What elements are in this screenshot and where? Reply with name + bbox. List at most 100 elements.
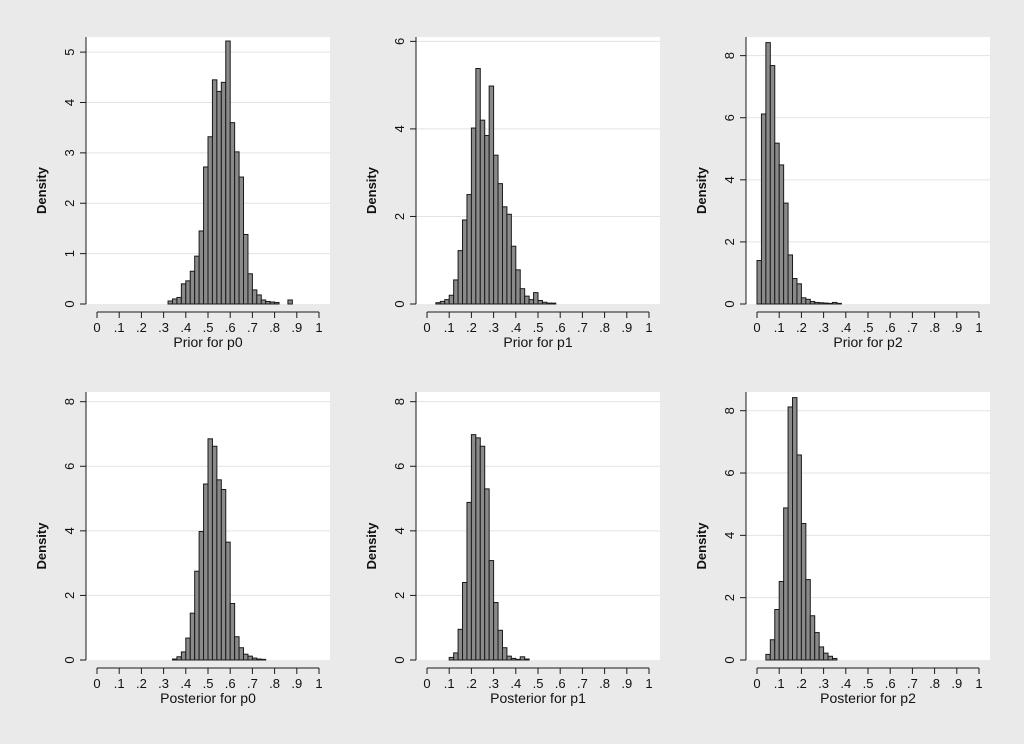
x-tick-label: .8 (929, 676, 940, 691)
x-axis-title: Prior for p2 (833, 334, 902, 350)
histogram-bar (247, 273, 253, 305)
histogram-bar (243, 653, 249, 661)
histogram-bar (251, 657, 258, 661)
x-tick-label: 0 (753, 676, 760, 691)
histogram-bar (488, 560, 495, 661)
x-tick-label: .7 (907, 320, 918, 335)
histogram-bar (823, 302, 829, 305)
histogram-bar (176, 296, 182, 305)
histogram-bar (524, 295, 530, 305)
y-tick-label: 4 (392, 125, 407, 132)
x-tick-label: .4 (510, 320, 521, 335)
histogram-bar (778, 580, 785, 661)
y-tick-label: 6 (392, 38, 407, 45)
x-tick-label: .3 (488, 320, 499, 335)
histogram-bar (220, 489, 227, 661)
plot-area (416, 392, 660, 660)
x-tick-label: .2 (136, 676, 147, 691)
x-tick-label: .3 (488, 676, 499, 691)
histogram-bar (809, 301, 816, 305)
histogram-bar (475, 437, 481, 661)
histogram-bar (457, 250, 464, 305)
y-tick-label: 4 (392, 527, 407, 534)
histogram-bar (533, 292, 539, 305)
histogram-bar (774, 142, 780, 305)
x-tick-label: .5 (203, 676, 214, 691)
histogram-bar (760, 113, 767, 305)
histogram-bar (546, 302, 552, 305)
histogram-bar (176, 656, 182, 661)
x-tick-label: .7 (577, 320, 588, 335)
histogram-bar (550, 302, 557, 305)
x-tick-label: .9 (951, 320, 962, 335)
histogram-bar (818, 646, 825, 661)
x-tick-label: .8 (599, 320, 610, 335)
x-tick-label: .1 (114, 676, 125, 691)
x-tick-label: 0 (423, 320, 430, 335)
histogram-bar (814, 301, 820, 305)
histogram-bar (778, 164, 785, 305)
x-tick-label: .1 (444, 676, 455, 691)
histogram-bar (229, 122, 236, 305)
histogram-bar (466, 501, 472, 661)
y-tick-label: 8 (62, 398, 77, 405)
histogram-bar (831, 301, 838, 305)
plot-area (416, 37, 660, 304)
x-tick-label: .5 (203, 320, 214, 335)
histogram-bar (537, 299, 543, 305)
y-tick-label: 2 (722, 594, 737, 601)
y-tick-label: 6 (722, 114, 737, 121)
x-tick-label: 0 (93, 676, 100, 691)
histogram-bar (225, 40, 231, 305)
y-tick-label: 2 (392, 592, 407, 599)
y-axis-title: Density (694, 166, 709, 214)
histogram-bar (818, 302, 825, 305)
histogram-bar (765, 653, 771, 661)
y-tick-label: 0 (722, 300, 737, 307)
histogram-bar (435, 302, 441, 305)
histogram-bar (238, 647, 245, 661)
x-tick-label: .2 (136, 320, 147, 335)
y-axis-title: Density (694, 522, 709, 570)
x-tick-label: 1 (645, 320, 652, 335)
y-tick-label: 4 (722, 532, 737, 539)
y-tick-label: 2 (392, 213, 407, 220)
x-tick-label: .3 (158, 676, 169, 691)
histogram-bar (506, 655, 512, 661)
x-tick-label: .5 (863, 320, 874, 335)
histogram-bar (265, 300, 271, 305)
histogram-panel-2: 0 2 4 6 0 .1 .2 .3 .4 .5 .6 .7 .8 .9 1 Prior for p1 Dens… (364, 37, 660, 350)
histogram-panel-1: 0 1 2 3 4 5 0 .1 .2 .3 .4 .5 .6 .7 .8 .9 1 Prior for p0 De… (34, 37, 330, 350)
histogram-bar (198, 530, 205, 661)
x-tick-label: .9 (951, 676, 962, 691)
histogram-bar (823, 652, 829, 661)
x-tick-label: .1 (774, 320, 785, 335)
histogram-bar (497, 629, 503, 661)
histogram-bar (796, 283, 802, 305)
x-tick-label: .1 (774, 676, 785, 691)
y-tick-label: 3 (62, 149, 77, 156)
histogram-bar (805, 298, 811, 305)
x-tick-label: 1 (645, 676, 652, 691)
y-tick-label: 0 (62, 656, 77, 663)
histogram-bar (479, 119, 486, 305)
histogram-bar (220, 81, 227, 305)
y-tick-label: 6 (62, 463, 77, 470)
histogram-bar (444, 299, 450, 305)
x-tick-label: 0 (93, 320, 100, 335)
histogram-bar (194, 570, 200, 661)
histogram-bar (787, 406, 794, 661)
x-tick-label: .3 (818, 320, 829, 335)
histogram-bar (769, 65, 776, 305)
histogram-bar (238, 176, 245, 305)
x-tick-label: .9 (621, 320, 632, 335)
histogram-bar (448, 294, 455, 305)
y-axis-title: Density (34, 522, 49, 570)
x-tick-label: .3 (158, 320, 169, 335)
histogram-bar (207, 438, 213, 661)
x-tick-label: .7 (247, 676, 258, 691)
histogram-bar (800, 523, 807, 661)
histogram-bar (792, 278, 798, 305)
histogram-bar (515, 658, 521, 661)
